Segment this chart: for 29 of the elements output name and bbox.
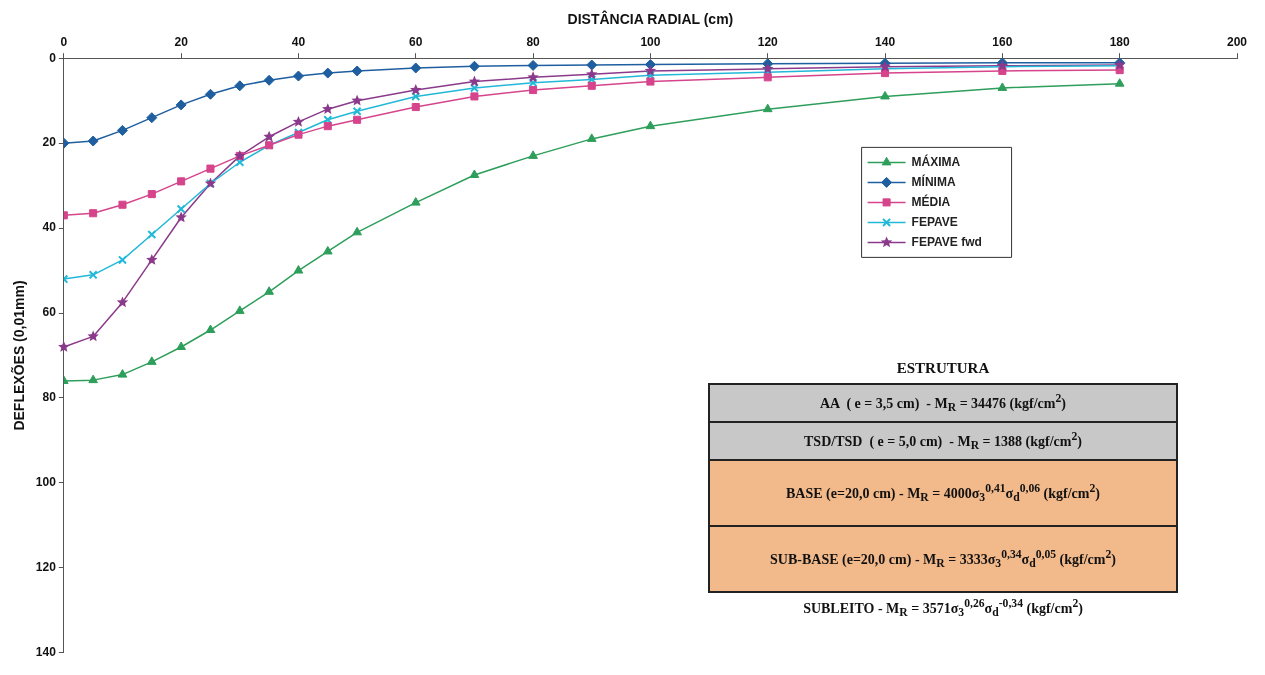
annotation: ESTRUTURA: [895, 360, 991, 377]
legend-label: FEPAVE fwd: [911, 234, 982, 249]
x-tick-label: 40: [291, 35, 306, 50]
legend-label: MÁXIMA: [911, 153, 961, 169]
x-tick-label: 180: [1109, 35, 1131, 50]
x-tick-label: 100: [640, 35, 661, 50]
legend-label: MÉDIA: [911, 193, 951, 209]
y-tick-label: 0: [49, 50, 57, 65]
annotation: AA ( e = 3,5 cm) - M$_{R}$ = 34476 (kgf/cm$^{2}$): [820, 391, 1066, 415]
y-tick-label: 60: [42, 305, 57, 320]
x-tick-label: 140: [875, 35, 896, 50]
x-tick-label: 0: [60, 35, 68, 50]
x-tick-label: 80: [526, 35, 541, 50]
y-axis-title: DEFLEXÕES (0,01mm): [10, 280, 28, 431]
x-axis-title: DISTÂNCIA RADIAL (cm): [567, 10, 734, 28]
legend-label: MÍNIMA: [911, 173, 956, 189]
x-tick-label: 60: [409, 35, 423, 50]
x-tick-label: 160: [992, 35, 1013, 50]
x-tick-label: 200: [1226, 35, 1248, 50]
y-tick-label: 20: [42, 135, 57, 150]
annotation: TSD/TSD ( e = 5,0 cm) - M$_{R}$ = 1388 (kgf/cm$^{2}$): [804, 429, 1082, 453]
x-tick-label: 20: [174, 35, 189, 50]
y-tick-label: 120: [35, 560, 57, 575]
y-tick-label: 100: [35, 475, 57, 490]
y-tick-label: 80: [42, 390, 57, 405]
y-tick-label: 140: [35, 645, 57, 660]
legend-label: FEPAVE: [911, 214, 958, 229]
x-tick-label: 120: [757, 35, 779, 50]
y-tick-label: 40: [42, 220, 57, 235]
